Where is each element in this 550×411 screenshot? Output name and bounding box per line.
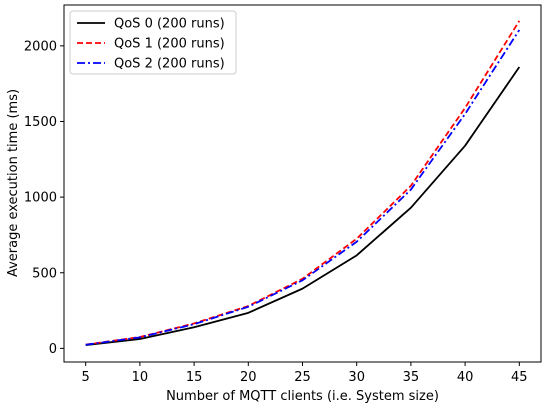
- series-line-qos-1: [85, 20, 521, 346]
- x-tick-label: 40: [457, 370, 474, 385]
- legend-label-qos-2: QoS 2 (200 runs): [114, 57, 225, 72]
- x-tick-label: 35: [403, 370, 420, 385]
- y-tick-label: 1500: [24, 115, 57, 130]
- y-axis-label: Average execution time (ms): [6, 89, 21, 277]
- series-line-qos-0: [85, 66, 521, 346]
- x-tick-label: 10: [132, 370, 149, 385]
- chart-marks: [85, 20, 521, 346]
- series-line-qos-2: [85, 29, 521, 346]
- x-axis-ticks: 5 10 15 20 25 30 35 40 45: [82, 362, 528, 385]
- y-tick-label: 2000: [24, 39, 57, 54]
- x-tick-label: 25: [294, 370, 311, 385]
- x-tick-label: 30: [348, 370, 365, 385]
- y-tick-label: 0: [49, 342, 57, 357]
- legend-box: [69, 10, 237, 75]
- legend-label-qos-0: QoS 0 (200 runs): [114, 17, 225, 32]
- x-tick-label: 5: [82, 370, 90, 385]
- y-axis-ticks: 0 500 1000 1500 2000: [24, 39, 64, 357]
- x-axis-label: Number of MQTT clients (i.e. System size…: [166, 389, 439, 404]
- x-tick-label: 15: [186, 370, 203, 385]
- x-tick-label: 20: [240, 370, 257, 385]
- y-tick-label: 500: [32, 266, 57, 281]
- y-tick-label: 1000: [24, 191, 57, 206]
- legend-label-qos-1: QoS 1 (200 runs): [114, 37, 225, 52]
- x-tick-label: 45: [511, 370, 528, 385]
- legend: QoS 0 (200 runs) QoS 1 (200 runs) QoS 2 (2…: [69, 10, 237, 75]
- plot-frame: [63, 4, 542, 363]
